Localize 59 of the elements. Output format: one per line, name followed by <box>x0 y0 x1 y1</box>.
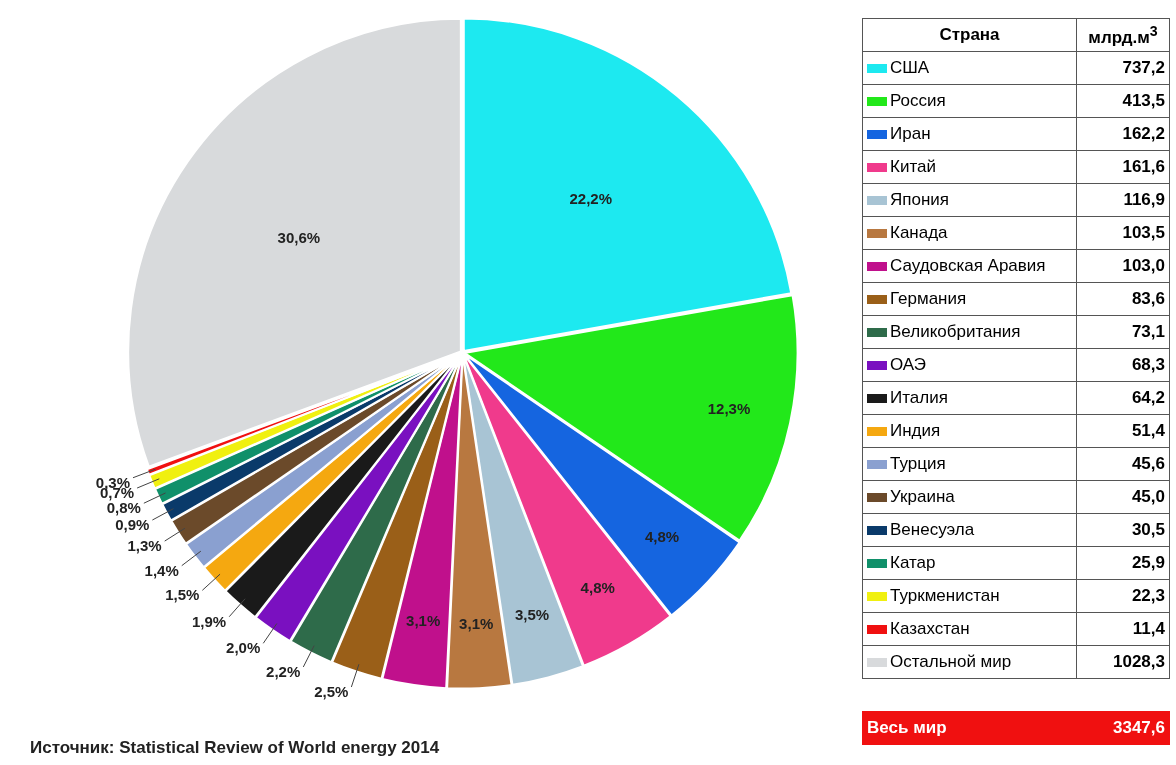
data-label: 30,6% <box>277 228 321 246</box>
data-label: 4,8% <box>644 528 680 546</box>
text: 162,2 <box>1122 124 1165 143</box>
text: 3347,6 <box>1113 718 1165 737</box>
text: 73,1 <box>1131 322 1165 341</box>
data-label: 2,2% <box>266 663 301 681</box>
text: 161,6 <box>1122 157 1165 176</box>
data-label: 3,1% <box>459 614 494 632</box>
text: 25,9 <box>1131 553 1165 572</box>
text: 116,9 <box>1123 190 1165 209</box>
category-label: Туркменистан <box>890 586 1000 605</box>
data-label: 1,4% <box>144 561 179 579</box>
text: 103,5 <box>1122 223 1165 242</box>
data-label: 4,8% <box>580 579 615 597</box>
category-label: Катар <box>890 553 936 572</box>
text: Источник: Statistical Review of World energy 2014 <box>30 738 440 758</box>
data-label: 1,5% <box>165 586 200 604</box>
category-label: Саудовская Аравия <box>890 256 1046 275</box>
data-label: 2,5% <box>314 683 349 701</box>
text: 45,0 <box>1131 487 1165 506</box>
category-label: Великобритания <box>890 322 1021 341</box>
category-label: Украина <box>890 487 955 506</box>
text: 68,3 <box>1131 355 1165 374</box>
text: млрд.м$^{3}$ <box>1076 18 1170 52</box>
category-label: США <box>890 58 930 77</box>
text: 413,5 <box>1122 91 1165 110</box>
data-label: 22,2% <box>569 189 613 207</box>
category-label: Япония <box>890 190 950 209</box>
category-label: Турция <box>890 454 946 473</box>
text: Весь мир <box>862 711 1077 745</box>
data-label: 1,9% <box>191 612 227 630</box>
data-label: 12,3% <box>707 400 751 418</box>
legend-title: Страна <box>862 18 1077 52</box>
category-label: Индия <box>890 421 941 440</box>
data-label: 3,5% <box>514 606 550 624</box>
text: 11,4 <box>1132 619 1165 638</box>
text: 737,2 <box>1122 58 1165 77</box>
text: 1028,3 <box>1113 652 1165 671</box>
category-label: Россия <box>890 91 946 110</box>
data-label: 3,1% <box>406 612 441 630</box>
text: 64,2 <box>1131 388 1165 407</box>
text: 45,6 <box>1131 454 1165 473</box>
text: 83,6 <box>1131 289 1165 308</box>
data-label: 2,0% <box>226 639 261 657</box>
category-label: Иран <box>890 124 931 143</box>
category-label: ОАЭ <box>890 355 927 374</box>
text: 22,3 <box>1131 586 1165 605</box>
category-label: Остальной мир <box>890 652 1012 671</box>
text: 30,5 <box>1131 520 1165 539</box>
category-label: Казахстан <box>890 619 970 638</box>
data-label: 0,9% <box>115 516 150 534</box>
category-label: Германия <box>890 289 967 308</box>
text: 51,4 <box>1131 421 1165 440</box>
category-label: Китай <box>890 157 936 176</box>
category-label: Венесуэла <box>890 520 975 539</box>
category-label: Канада <box>890 223 948 242</box>
text: 103,0 <box>1122 256 1165 275</box>
data-label: 1,3% <box>127 537 162 555</box>
category-label: Италия <box>890 388 948 407</box>
